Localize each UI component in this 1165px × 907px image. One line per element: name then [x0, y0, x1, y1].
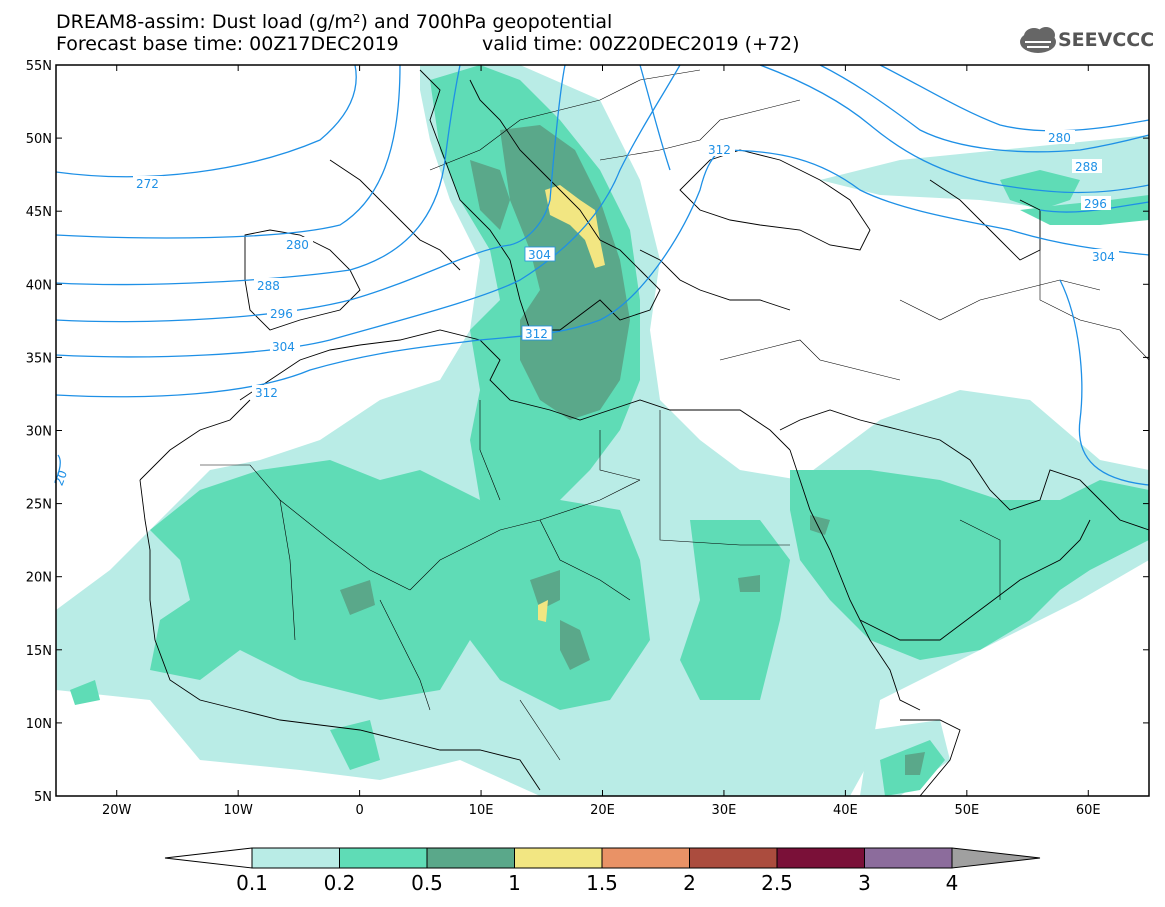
lon-label: 50E: [954, 803, 979, 818]
legend-swatch: [514, 847, 603, 869]
map-title: DREAM8-assim: Dust load (g/m²) and 700hP…: [56, 11, 613, 33]
contour-label: 280: [286, 238, 309, 252]
lat-label: 35N: [26, 351, 52, 366]
color-legend: 0.1 0.2 0.5 1 1.5 2 2.5 3 4: [164, 847, 1041, 895]
legend-low-arrow: [164, 847, 253, 869]
lon-label: 10E: [469, 803, 494, 818]
axis-ticks: [56, 64, 1149, 797]
contour-label: 296: [1084, 197, 1107, 211]
legend-tick-label: 0.5: [411, 871, 443, 895]
contour-label: 288: [257, 279, 280, 293]
seevccc-logo: [1020, 27, 1056, 53]
legend-swatch: [426, 847, 515, 869]
contour-label: 272: [136, 177, 159, 191]
lon-label: 20W: [102, 803, 132, 818]
legend-swatch: [251, 847, 340, 869]
lon-label: 60E: [1076, 803, 1101, 818]
legend-swatch: [864, 847, 953, 869]
contour-label: 304: [1092, 250, 1115, 264]
forecast-base-time: Forecast base time: 00Z17DEC2019: [56, 33, 399, 55]
legend-tick-label: 2.5: [761, 871, 793, 895]
coastlines: [139, 69, 1149, 796]
cloud-icon: [1020, 27, 1056, 53]
contour-label: 288: [1075, 160, 1098, 174]
dust-fields: [56, 65, 1149, 796]
contour-label: 312: [708, 143, 731, 157]
lat-label: 50N: [26, 132, 52, 147]
contour-label: 312: [255, 386, 278, 400]
contour-labels: 272 280 288 296 304 312 304 312 312 280 …: [52, 130, 1119, 488]
legend-high-arrow: [951, 847, 1041, 869]
lat-label: 55N: [26, 59, 52, 74]
legend-tick-label: 1: [508, 871, 521, 895]
legend-tick-label: 2: [683, 871, 696, 895]
legend-tick-label: 3: [858, 871, 871, 895]
lat-label: 20N: [26, 571, 52, 586]
lon-label: 30E: [712, 803, 737, 818]
lat-label: 15N: [26, 644, 52, 659]
lon-label: 20E: [590, 803, 615, 818]
borders: [200, 69, 1149, 761]
legend-tick-label: 4: [946, 871, 959, 895]
legend-tick-label: 1.5: [586, 871, 618, 895]
lat-label: 30N: [26, 425, 52, 440]
contour-label: 296: [270, 307, 293, 321]
lon-label: 10W: [223, 803, 253, 818]
contour-label: 280: [1048, 131, 1071, 145]
contour-label: 304: [528, 248, 551, 262]
latitude-labels: 55N 50N 45N 40N 35N 30N 25N 20N 15N 10N 5N: [26, 59, 52, 805]
lon-label: 0: [355, 803, 363, 818]
legend-swatch: [689, 847, 778, 869]
lat-label: 5N: [34, 790, 52, 805]
legend-swatch: [776, 847, 865, 869]
contour-label: 304: [272, 340, 295, 354]
lat-label: 45N: [26, 205, 52, 220]
logo-text: SEEVCCC: [1058, 29, 1155, 51]
contour-label: 312: [525, 327, 548, 341]
legend-swatch: [339, 847, 428, 869]
longitude-labels: 20W 10W 0 10E 20E 30E 40E 50E 60E: [102, 803, 1101, 818]
lat-label: 10N: [26, 717, 52, 732]
lat-label: 25N: [26, 498, 52, 513]
lat-label: 40N: [26, 278, 52, 293]
lon-label: 40E: [833, 803, 858, 818]
geopotential-contours: [56, 65, 1149, 486]
legend-tick-label: 0.2: [324, 871, 356, 895]
valid-time: valid time: 00Z20DEC2019 (+72): [482, 33, 800, 55]
legend-swatch: [601, 847, 690, 869]
legend-tick-label: 0.1: [236, 871, 268, 895]
